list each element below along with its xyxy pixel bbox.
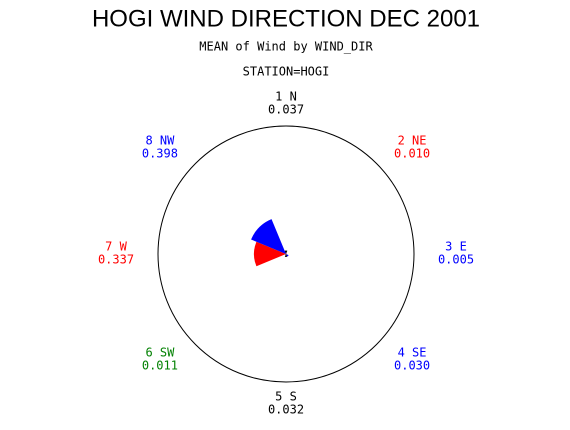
value-label: 0.010 (394, 146, 430, 160)
wedge (284, 250, 288, 254)
wedge (286, 253, 287, 254)
direction-label: 8 NW (145, 133, 175, 147)
value-label: 0.030 (394, 359, 430, 373)
direction-label: 1 N (275, 90, 297, 104)
wedge (286, 254, 289, 257)
wedge (253, 241, 286, 267)
station-label: STATION=HOGI (243, 65, 330, 79)
value-label: 0.398 (142, 146, 178, 160)
value-label: 0.011 (142, 359, 178, 373)
value-label: 0.337 (98, 253, 134, 267)
direction-label: 5 S (275, 390, 297, 404)
wedge (285, 254, 286, 255)
value-label: 0.005 (438, 253, 474, 267)
chart-title: HOGI WIND DIRECTION DEC 2001 (92, 5, 480, 32)
direction-label: 6 SW (145, 346, 175, 360)
direction-label: 3 E (445, 240, 467, 254)
chart-subtitle: MEAN of Wind by WIND_DIR (199, 40, 373, 54)
value-label: 0.032 (268, 403, 304, 417)
value-label: 0.037 (268, 103, 304, 117)
wedge (251, 219, 286, 254)
direction-label: 7 W (105, 240, 127, 254)
wedge (284, 254, 288, 258)
direction-label: 4 SE (398, 346, 427, 360)
outer-circle (157, 125, 415, 383)
direction-label: 2 NE (398, 133, 427, 147)
